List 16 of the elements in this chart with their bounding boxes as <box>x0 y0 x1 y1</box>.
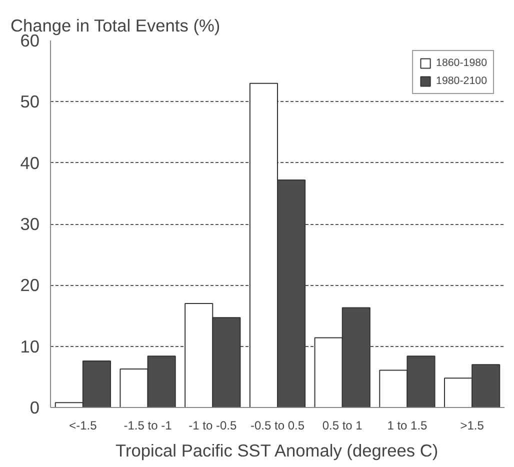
legend-label: 1980-2100 <box>436 75 487 87</box>
x-axis-title: Tropical Pacific SST Anomaly (degrees C) <box>116 440 438 460</box>
x-tick-label: <-1.5 <box>69 418 98 432</box>
x-tick-label: 0.5 to 1 <box>322 418 363 432</box>
y-tick-label: 10 <box>20 336 40 356</box>
x-tick-label: -1 to -0.5 <box>188 418 237 432</box>
legend-label: 1860-1980 <box>436 57 487 69</box>
y-tick-label: 20 <box>20 275 40 296</box>
y-tick-label: 40 <box>20 152 40 173</box>
x-tick-label: -0.5 to 0.5 <box>250 418 305 432</box>
x-tick-label: 1 to 1.5 <box>387 418 428 432</box>
y-tick-label: 30 <box>20 214 40 234</box>
y-tick-label: 0 <box>30 398 40 418</box>
x-tick-label: >1.5 <box>460 418 484 432</box>
x-tick-label: -1.5 to -1 <box>124 418 172 432</box>
y-tick-label: 50 <box>20 92 40 112</box>
